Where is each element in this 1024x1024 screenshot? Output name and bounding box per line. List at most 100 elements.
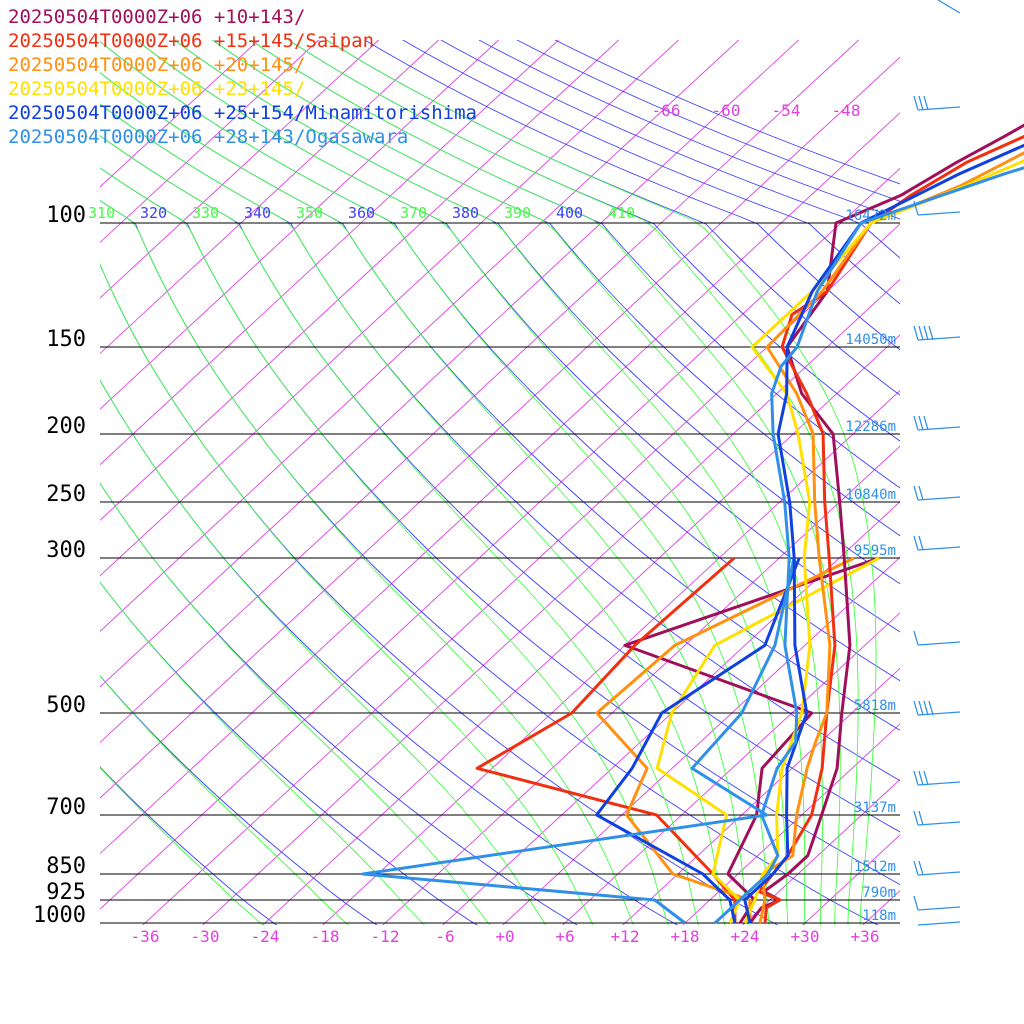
- theta-label: 360: [348, 204, 375, 222]
- pressure-label-250: 250: [46, 482, 86, 507]
- theta-label: 340: [244, 204, 271, 222]
- height-label-300: 9595m: [854, 543, 896, 559]
- moist-adiabat-line: [288, 40, 859, 925]
- isotherm-line: [142, 223, 900, 925]
- isotherm-line: [100, 40, 319, 244]
- isotherm-label: -48: [832, 101, 861, 120]
- x-tick-label: -24: [251, 927, 280, 946]
- theta-label: 330: [192, 204, 219, 222]
- wind-barb: [913, 200, 961, 216]
- moist-adiabat-line: [326, 40, 877, 925]
- x-tick-label: +0: [495, 927, 514, 946]
- height-label-925: 790m: [862, 885, 896, 901]
- height-label-850: 1512m: [854, 859, 896, 875]
- x-tick-label: -36: [131, 927, 160, 946]
- wind-barb: [913, 895, 961, 911]
- x-tick-label: +18: [671, 927, 700, 946]
- isotherm-label: -54: [772, 101, 801, 120]
- wind-barb: [913, 415, 961, 431]
- sounding-profiles: [361, 123, 1024, 925]
- wind-barb: [937, 0, 961, 14]
- isotherm-line: [802, 834, 900, 925]
- theta-label: 380: [452, 204, 479, 222]
- moist-adiabat-line: [250, 40, 841, 925]
- height-label-700: 3137m: [854, 800, 896, 816]
- x-tick-label: -6: [435, 927, 454, 946]
- height-label-1000: 118m: [862, 908, 896, 924]
- moist-adiabat-line: [100, 72, 749, 925]
- background-lines: [100, 40, 900, 925]
- dewpoint-line-1: [475, 556, 737, 924]
- isotherm-line: [100, 40, 559, 466]
- isotherm-line: [100, 40, 379, 299]
- isotherm-line: [100, 40, 499, 410]
- x-tick-label: +30: [791, 927, 820, 946]
- height-label-150: 14050m: [845, 332, 896, 348]
- wind-barb: [913, 700, 961, 716]
- pressure-label-850: 850: [46, 854, 86, 879]
- theta-label: 310: [88, 204, 115, 222]
- moist-adiabat-line: [100, 379, 547, 925]
- moist-adiabat-line: [100, 135, 699, 925]
- dry-adiabat-line: [212, 40, 900, 537]
- dry-adiabat-line: [100, 675, 378, 925]
- wind-barb: [917, 921, 961, 926]
- dewpoint-line-5: [361, 557, 796, 925]
- legend-entry-1: 20250504T0000Z+06 +15+145/Saipan: [8, 30, 374, 52]
- temperature-line-2: [758, 151, 1024, 924]
- dry-adiabat-line: [100, 200, 879, 925]
- dewpoint-line-4: [595, 557, 801, 924]
- isotherm-line: [100, 40, 679, 577]
- x-tick-label: +24: [731, 927, 760, 946]
- x-tick-label: -30: [191, 927, 220, 946]
- dry-adiabat-line: [478, 40, 900, 220]
- legend-entry-5: 20250504T0000Z+06 +28+143/Ogasawara: [8, 126, 408, 148]
- height-label-100: 16472m: [845, 208, 896, 224]
- height-label-500: 5818m: [854, 698, 896, 714]
- isotherm-line: [100, 112, 900, 855]
- isotherm-line: [622, 667, 900, 925]
- wind-barb: [913, 770, 961, 786]
- x-tick-label: +12: [611, 927, 640, 946]
- pressure-label-300: 300: [46, 538, 86, 563]
- isotherm-line: [100, 40, 739, 632]
- pressure-label-150: 150: [46, 327, 86, 352]
- isotherm-line: [562, 612, 900, 925]
- moist-adiabat-line: [100, 200, 635, 925]
- moist-adiabat-line: [100, 167, 669, 925]
- isotherm-line: [742, 778, 900, 925]
- theta-label: 350: [296, 204, 323, 222]
- dry-adiabat-line: [402, 40, 900, 305]
- pressure-label-100: 100: [46, 203, 86, 228]
- isotherm-label: -60: [712, 101, 741, 120]
- temperature-line-4: [743, 143, 1024, 924]
- dry-adiabat-line: [364, 40, 900, 351]
- theta-label: 400: [556, 204, 583, 222]
- moist-adiabat-line: [100, 767, 264, 925]
- isotherm-line: [262, 334, 900, 925]
- legend-entry-0: 20250504T0000Z+06 +10+143/: [8, 6, 305, 28]
- pressure-label-925: 925: [46, 880, 86, 905]
- isotherm-line: [322, 389, 900, 925]
- legend-entry-2: 20250504T0000Z+06 +20+145/: [8, 54, 305, 76]
- isotherm-label: -66: [652, 101, 681, 120]
- moist-adiabat-line: [100, 263, 594, 925]
- wind-barb: [913, 630, 961, 646]
- theta-label: 320: [140, 204, 167, 222]
- moist-adiabat-line: [135, 40, 789, 925]
- temperature-line-0: [748, 123, 1024, 924]
- dry-adiabat-line: [288, 40, 900, 442]
- temperature-line-5: [713, 166, 1024, 925]
- dry-adiabat-line: [516, 40, 900, 202]
- wind-barb: [913, 325, 961, 341]
- isotherm-line: [682, 723, 900, 925]
- legend-entry-4: 20250504T0000Z+06 +25+154/Minamitorishim…: [8, 102, 477, 124]
- isobar-lines: [100, 222, 900, 924]
- isotherm-line: [862, 889, 900, 925]
- theta-label: 410: [608, 204, 635, 222]
- moist-adiabat-line: [212, 40, 823, 925]
- isotherm-line: [100, 40, 799, 688]
- dry-adiabat-line: [440, 40, 900, 259]
- moist-adiabat-line: [100, 581, 425, 925]
- axis-labels: 100 16472m 150 14050m 200 12286m 250 10840m 300 9…: [33, 101, 896, 946]
